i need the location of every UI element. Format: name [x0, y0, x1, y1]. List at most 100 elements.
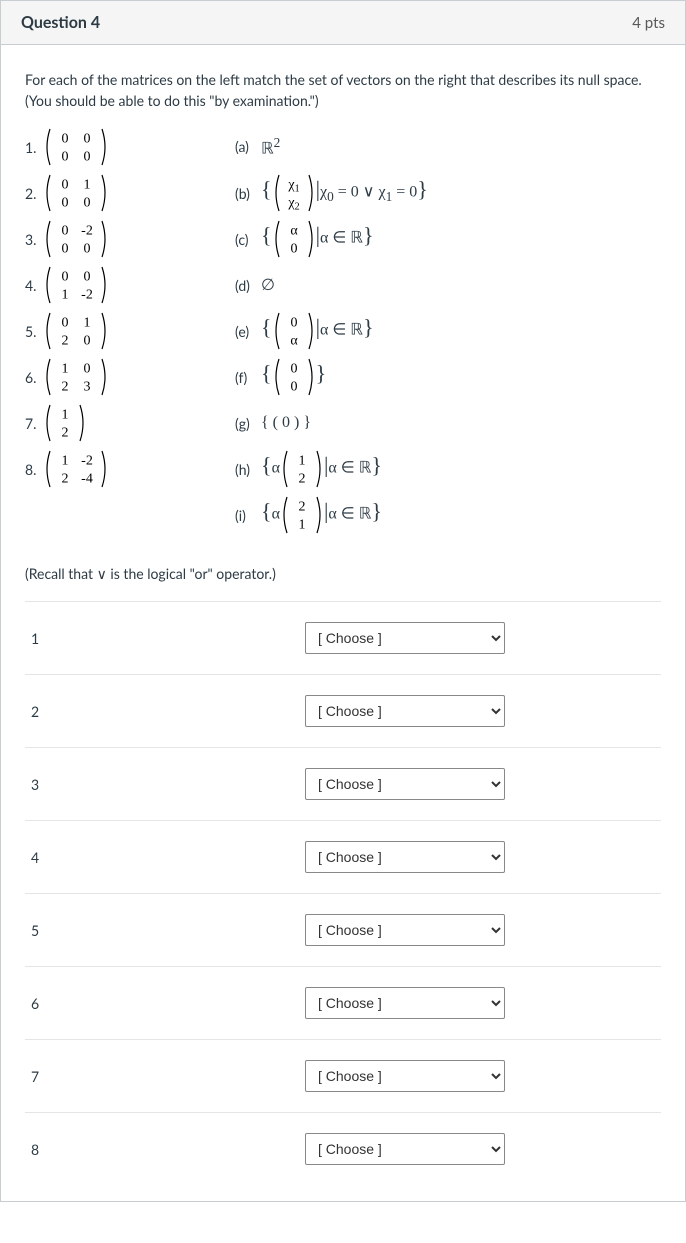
answer-dropdown-1[interactable]: [ Choose ]	[305, 622, 505, 654]
svg-text:-4: -4	[81, 472, 93, 487]
svg-text:α: α	[290, 224, 298, 239]
option-label: (e)	[235, 323, 261, 340]
svg-text:2: 2	[298, 500, 305, 515]
option-label: (a)	[235, 138, 261, 155]
svg-text:0: 0	[84, 196, 91, 211]
answer-dropdown-2[interactable]: [ Choose ]	[305, 695, 505, 727]
svg-text:1: 1	[62, 408, 69, 423]
answer-select-wrap: [ Choose ]	[305, 768, 505, 800]
question-points: 4 pts	[632, 14, 665, 32]
svg-text:χ1: χ1	[287, 178, 299, 195]
recall-note: (Recall that ∨ is the logical "or" opera…	[25, 565, 661, 583]
svg-text:1: 1	[62, 288, 69, 303]
left-matrix-item: 8. 1-22-4	[25, 449, 235, 489]
answer-select-wrap: [ Choose ]	[305, 914, 505, 946]
question-container: Question 4 4 pts For each of the matrice…	[0, 0, 686, 1202]
svg-text:0: 0	[62, 316, 69, 331]
svg-text:0: 0	[84, 270, 91, 285]
svg-text:0: 0	[84, 334, 91, 349]
svg-text:0: 0	[62, 224, 69, 239]
svg-text:1: 1	[62, 362, 69, 377]
answer-dropdown-4[interactable]: [ Choose ]	[305, 841, 505, 873]
answer-row: 2 [ Choose ]	[25, 675, 661, 748]
item-number: 6.	[25, 369, 43, 386]
left-matrix-item: 5. 0120	[25, 311, 235, 351]
svg-text:3: 3	[84, 380, 91, 395]
answer-label: 1	[25, 630, 305, 647]
left-matrix-item: 7. 12	[25, 403, 235, 443]
answer-select-wrap: [ Choose ]	[305, 695, 505, 727]
answer-label: 8	[25, 1141, 305, 1158]
right-option-item: (b) {χ1χ2|χ0 = 0 ∨ χ1 = 0}	[235, 173, 661, 213]
option-label: (b)	[235, 185, 261, 202]
answer-select-wrap: [ Choose ]	[305, 1060, 505, 1092]
answer-label: 4	[25, 849, 305, 866]
svg-text:0: 0	[62, 178, 69, 193]
answer-row: 1 [ Choose ]	[25, 602, 661, 675]
answer-dropdown-3[interactable]: [ Choose ]	[305, 768, 505, 800]
answer-row: 6 [ Choose ]	[25, 967, 661, 1040]
item-number: 2.	[25, 185, 43, 202]
item-number: 4.	[25, 277, 43, 294]
left-matrix-item: 3. 0-200	[25, 219, 235, 259]
svg-text:-2: -2	[81, 288, 93, 303]
svg-text:2: 2	[62, 334, 69, 349]
right-option-item: (a) ℝ2	[235, 135, 661, 158]
math-rows: 1. 0000(a) ℝ22. 0100(b) {χ1χ2|χ0 = 0 ∨ χ…	[25, 127, 661, 535]
answer-dropdown-7[interactable]: [ Choose ]	[305, 1060, 505, 1092]
answers-section: 1 [ Choose ] 2 [ Choose ] 3 [ Choose ] 4…	[25, 601, 661, 1185]
svg-text:α: α	[290, 334, 298, 349]
option-label: (d)	[235, 277, 261, 294]
answer-label: 5	[25, 922, 305, 939]
answer-row: 8 [ Choose ]	[25, 1113, 661, 1185]
right-option-item: (e) {0α|α ∈ ℝ}	[235, 311, 661, 351]
svg-text:2: 2	[62, 426, 69, 441]
right-option-item: (g) { ( 0 ) }	[235, 414, 661, 432]
answer-dropdown-8[interactable]: [ Choose ]	[305, 1133, 505, 1165]
right-option-item: (i) {α21|α ∈ ℝ}	[235, 495, 661, 535]
math-row: 2. 0100(b) {χ1χ2|χ0 = 0 ∨ χ1 = 0}	[25, 173, 661, 213]
svg-text:0: 0	[62, 270, 69, 285]
svg-text:0: 0	[290, 362, 297, 377]
svg-text:0: 0	[62, 150, 69, 165]
answer-dropdown-6[interactable]: [ Choose ]	[305, 987, 505, 1019]
answer-row: 5 [ Choose ]	[25, 894, 661, 967]
math-row: 5. 0120(e) {0α|α ∈ ℝ}	[25, 311, 661, 351]
item-number: 3.	[25, 231, 43, 248]
answer-select-wrap: [ Choose ]	[305, 622, 505, 654]
svg-text:2: 2	[62, 472, 69, 487]
question-title: Question 4	[21, 13, 100, 32]
svg-text:1: 1	[84, 178, 91, 193]
question-header: Question 4 4 pts	[1, 1, 685, 45]
answer-select-wrap: [ Choose ]	[305, 841, 505, 873]
math-row: 6. 1023(f) {00}	[25, 357, 661, 397]
option-label: (h)	[235, 461, 261, 478]
svg-text:-2: -2	[81, 224, 93, 239]
svg-text:0: 0	[290, 242, 297, 257]
math-row: 1. 0000(a) ℝ2	[25, 127, 661, 167]
question-body: For each of the matrices on the left mat…	[1, 45, 685, 1201]
answer-label: 7	[25, 1068, 305, 1085]
left-matrix-item: 6. 1023	[25, 357, 235, 397]
svg-text:1: 1	[298, 518, 305, 533]
option-label: (c)	[235, 231, 261, 248]
left-matrix-item: 4. 001-2	[25, 265, 235, 305]
right-option-item: (c) {α0|α ∈ ℝ}	[235, 219, 661, 259]
instructions-text: For each of the matrices on the left mat…	[25, 69, 661, 111]
answer-select-wrap: [ Choose ]	[305, 987, 505, 1019]
svg-text:0: 0	[62, 132, 69, 147]
math-row: 4. 001-2(d) ∅	[25, 265, 661, 305]
svg-text:2: 2	[298, 472, 305, 487]
math-row: 3. 0-200(c) {α0|α ∈ ℝ}	[25, 219, 661, 259]
answer-dropdown-5[interactable]: [ Choose ]	[305, 914, 505, 946]
item-number: 5.	[25, 323, 43, 340]
right-option-item: (h) {α12|α ∈ ℝ}	[235, 449, 661, 489]
left-matrix-item: 2. 0100	[25, 173, 235, 213]
answer-label: 3	[25, 776, 305, 793]
right-option-item: (d) ∅	[235, 275, 661, 295]
svg-text:0: 0	[84, 150, 91, 165]
answer-row: 4 [ Choose ]	[25, 821, 661, 894]
answer-row: 7 [ Choose ]	[25, 1040, 661, 1113]
math-row: 7. 12(g) { ( 0 ) }	[25, 403, 661, 443]
svg-text:1: 1	[298, 454, 305, 469]
